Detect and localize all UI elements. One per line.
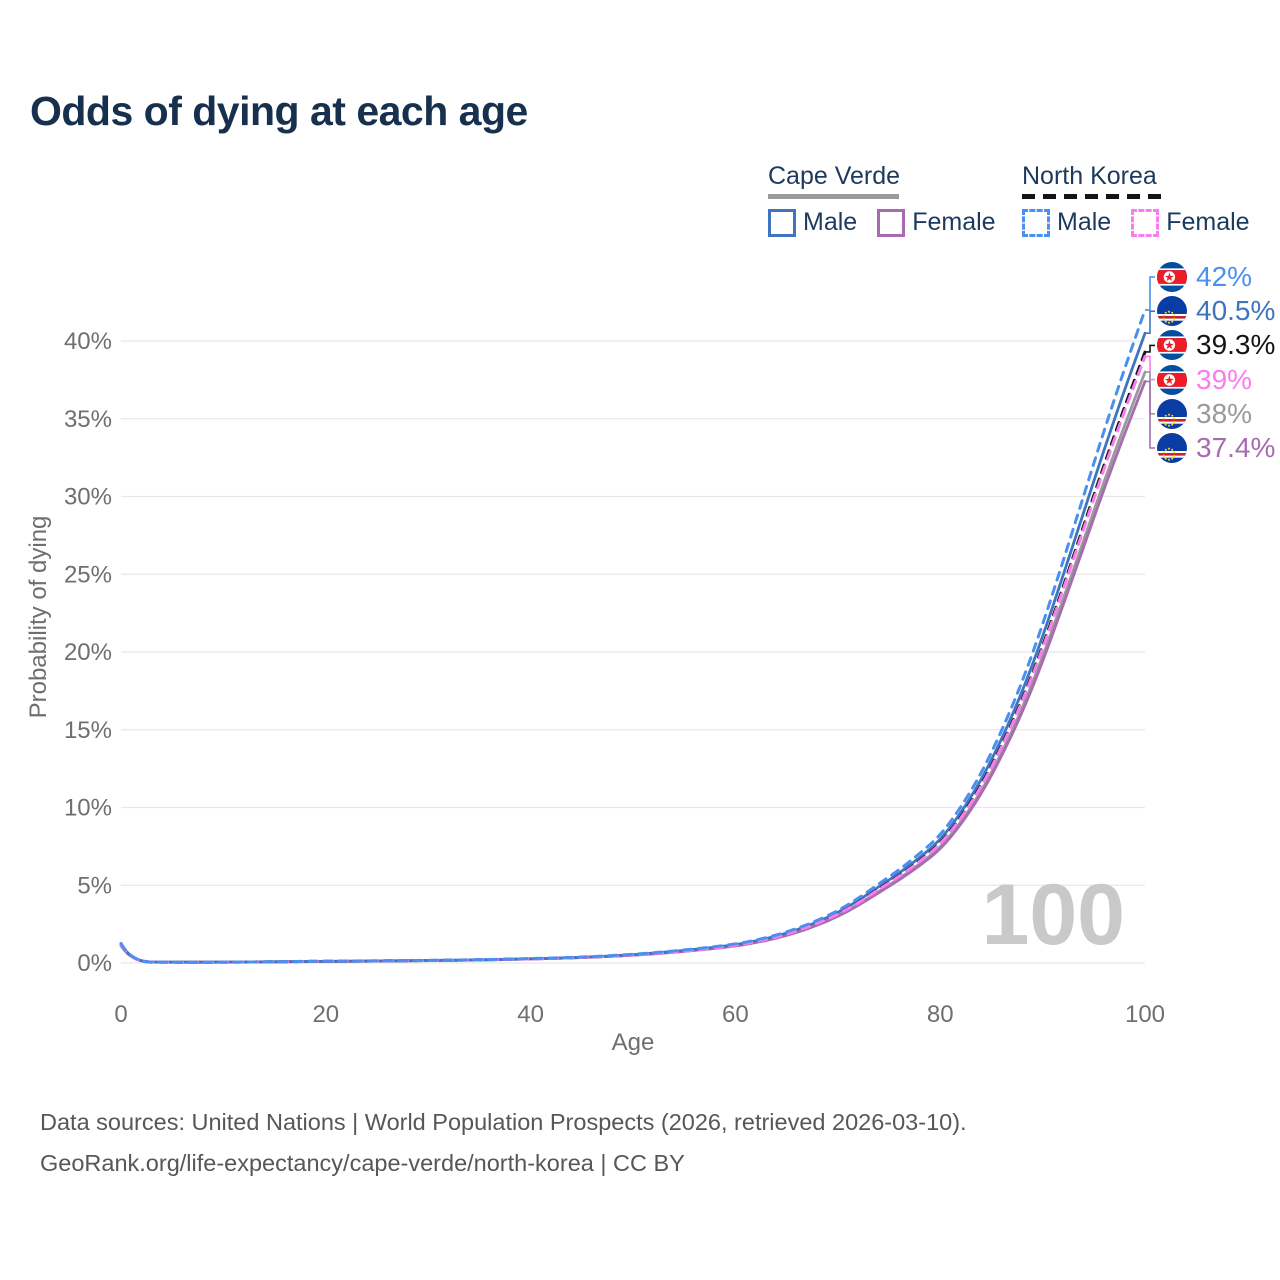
y-tick-label: 35% <box>64 406 112 433</box>
y-tick-label: 25% <box>64 561 112 588</box>
end-label-north-korea-total: 39.3% <box>1157 328 1275 362</box>
x-tick-label: 60 <box>722 1001 749 1028</box>
end-label-connectors <box>1145 276 1155 449</box>
x-tick-label: 80 <box>927 1001 954 1028</box>
end-value-label: 37.4% <box>1196 432 1276 463</box>
legend-label: Male <box>1057 208 1112 236</box>
north-korea-male-swatch-icon <box>1022 208 1050 237</box>
y-tick-label: 10% <box>64 795 112 822</box>
y-tick-label: 0% <box>77 950 112 977</box>
legend-item-north-korea-female[interactable]: Female <box>1131 208 1250 237</box>
connector-north-korea-total <box>1145 344 1155 353</box>
north-korea-flag-icon <box>1157 365 1187 395</box>
cape-verde-flag-icon <box>1157 399 1187 429</box>
x-tick-label: 0 <box>114 1001 127 1028</box>
series-line-north-korea-male <box>119 308 1147 964</box>
end-value-label: 39.3% <box>1196 329 1276 361</box>
north-korea-flag-icon <box>1157 330 1187 360</box>
cape-verde-male-swatch-icon <box>768 208 796 237</box>
cape-verde-flag-icon <box>1157 296 1187 326</box>
legend-label: Female <box>912 208 996 236</box>
legend-group-north-korea: North Korea Male Female <box>1022 162 1250 237</box>
end-label-cape-verde-female: 37.4% <box>1157 431 1275 465</box>
page-title: Odds of dying at each age <box>30 88 528 134</box>
y-axis-title: Probability of dying <box>25 516 52 719</box>
series-lines <box>119 308 1147 964</box>
end-value-label: 38% <box>1196 397 1253 429</box>
end-value-label: 40.5% <box>1196 295 1276 327</box>
cape-verde-flag-icon <box>1157 433 1187 463</box>
legend-country-cape-verde: Cape Verde <box>768 162 901 190</box>
legend-underline-solid <box>768 194 899 199</box>
x-axis-title: Age <box>612 1029 655 1056</box>
footer-attribution-line: GeoRank.org/life-expectancy/cape-verde/n… <box>40 1150 685 1176</box>
end-label-cape-verde-total: 38% <box>1157 397 1252 431</box>
connector-cape-verde-female <box>1145 380 1155 449</box>
connector-north-korea-female <box>1145 355 1155 381</box>
cape-verde-female-swatch-icon <box>877 208 906 237</box>
legend-country-north-korea: North Korea <box>1022 162 1157 190</box>
y-tick-label: 30% <box>64 484 112 511</box>
legend-item-cape-verde-male[interactable]: Male <box>768 208 857 237</box>
x-tick-label: 20 <box>312 1001 339 1028</box>
end-value-label: 42% <box>1196 261 1253 292</box>
legend-group-cape-verde: Cape Verde Male Female <box>768 162 996 237</box>
end-value-label: 39% <box>1196 363 1253 395</box>
connector-north-korea-male <box>1145 276 1155 311</box>
legend-label: Male <box>803 208 858 236</box>
y-tick-label: 5% <box>77 872 112 899</box>
north-korea-female-swatch-icon <box>1131 208 1160 237</box>
north-korea-flag-icon <box>1157 262 1187 292</box>
legend-item-cape-verde-female[interactable]: Female <box>877 208 996 237</box>
y-tick-label: 20% <box>64 639 112 666</box>
x-tick-label: 100 <box>1125 1001 1165 1028</box>
footer: Data sources: United Nations | World Pop… <box>40 1102 967 1184</box>
legend-underline-dashed <box>1022 194 1165 199</box>
legend-item-north-korea-male[interactable]: Male <box>1022 208 1111 237</box>
legend-label: Female <box>1166 208 1250 236</box>
x-tick-label: 40 <box>517 1001 544 1028</box>
axis-tick-labels: 0% 5% 10% 15% 20% 25% 30% 35% 40% 0 20 40 60 80 100 <box>64 328 1165 1028</box>
end-label-north-korea-female: 39% <box>1157 363 1252 397</box>
end-label-north-korea-male: 42% <box>1157 260 1252 294</box>
footer-sources-line: Data sources: United Nations | World Pop… <box>40 1109 967 1135</box>
age-watermark: 100 <box>982 867 1126 963</box>
connector-cape-verde-male <box>1145 310 1155 335</box>
y-tick-label: 15% <box>64 717 112 744</box>
y-tick-label: 40% <box>64 328 112 355</box>
end-label-cape-verde-male: 40.5% <box>1157 294 1275 328</box>
series-line-north-korea-female <box>119 355 1147 964</box>
